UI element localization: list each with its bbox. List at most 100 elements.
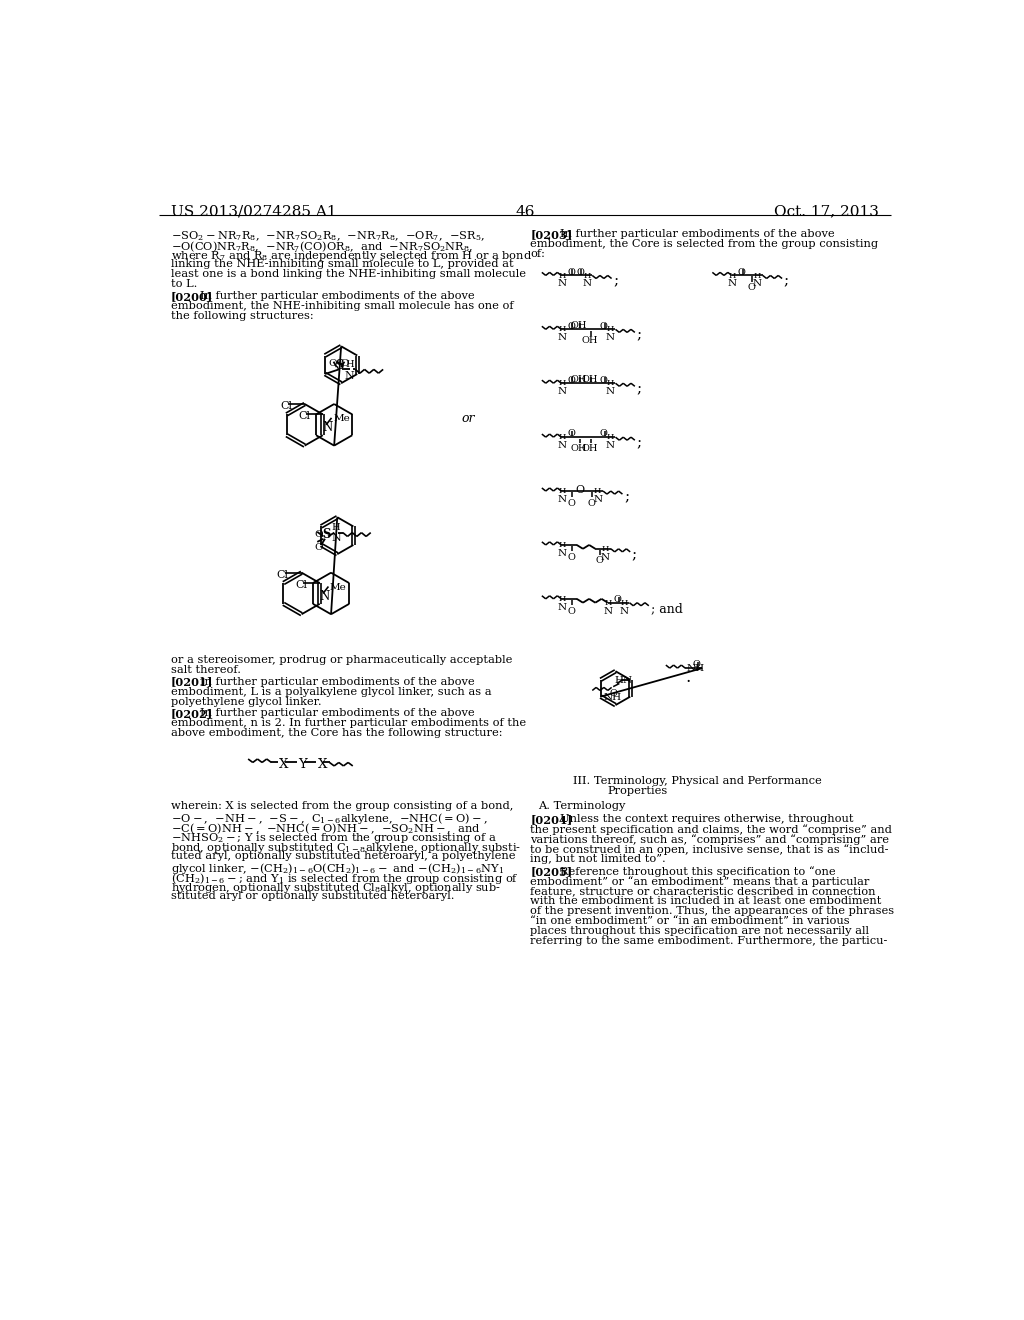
Text: N: N: [605, 387, 614, 396]
Text: O: O: [341, 359, 349, 367]
Text: of the present invention. Thus, the appearances of the phrases: of the present invention. Thus, the appe…: [530, 906, 894, 916]
Text: wherein: X is selected from the group consisting of a bond,: wherein: X is selected from the group co…: [171, 801, 513, 812]
Text: where $\mathdefault{R_7}$ and $\mathdefault{R_8}$ are independently selected fro: where $\mathdefault{R_7}$ and $\mathdefa…: [171, 249, 531, 263]
Text: Me: Me: [330, 582, 347, 591]
Text: embodiment, the NHE-inhibiting small molecule has one of: embodiment, the NHE-inhibiting small mol…: [171, 301, 513, 310]
Text: salt thereof.: salt thereof.: [171, 665, 241, 675]
Text: S: S: [336, 359, 344, 372]
Text: places throughout this specification are not necessarily all: places throughout this specification are…: [530, 927, 869, 936]
Text: Cl: Cl: [280, 401, 292, 411]
Text: Y: Y: [299, 758, 307, 771]
Text: N: N: [601, 553, 610, 561]
Text: O: O: [567, 499, 575, 508]
Text: Me: Me: [333, 414, 350, 422]
Text: variations thereof, such as, “comprises” and “comprising” are: variations thereof, such as, “comprises”…: [530, 834, 889, 845]
Text: O: O: [567, 376, 575, 384]
Text: H: H: [558, 541, 565, 549]
Text: N: N: [557, 441, 566, 450]
Text: In further particular embodiments of the above: In further particular embodiments of the…: [200, 708, 475, 718]
Text: O: O: [748, 284, 755, 292]
Text: N: N: [557, 387, 566, 396]
Text: O: O: [567, 429, 575, 438]
Text: N: N: [604, 607, 613, 615]
Text: H: H: [606, 326, 613, 334]
Text: hydrogen, optionally substituted $\mathdefault{Cl_8}$alkyl, optionally sub-: hydrogen, optionally substituted $\mathd…: [171, 882, 501, 895]
Text: O: O: [600, 322, 608, 330]
Text: N: N: [319, 590, 330, 603]
Text: ing, but not limited to”.: ing, but not limited to”.: [530, 854, 666, 865]
Text: OH: OH: [570, 444, 588, 453]
Text: O: O: [575, 484, 585, 495]
Text: N: N: [345, 371, 354, 381]
Text: N: N: [557, 603, 566, 611]
Text: H: H: [332, 524, 340, 532]
Text: [0201]: [0201]: [171, 677, 213, 688]
Text: embodiment, L is a polyalkylene glycol linker, such as a: embodiment, L is a polyalkylene glycol l…: [171, 686, 492, 697]
Text: [0200]: [0200]: [171, 290, 213, 302]
Text: O: O: [738, 268, 745, 277]
Text: [0205]: [0205]: [530, 866, 572, 876]
Text: $\mathdefault{-O(CO)NR_7R_8}$,  $\mathdefault{-NR_7(CO)OR_8}$,  and  $\mathdefau: $\mathdefault{-O(CO)NR_7R_8}$, $\mathdef…: [171, 239, 473, 253]
Text: ;: ;: [624, 490, 629, 504]
Text: N: N: [557, 549, 566, 558]
Text: O: O: [567, 322, 575, 330]
Text: glycol linker, $\mathdefault{-(CH_2)_{1-6}O(CH_2)_{1-6}-}$ and $\mathdefault{-(C: glycol linker, $\mathdefault{-(CH_2)_{1-…: [171, 862, 504, 876]
Text: O: O: [329, 359, 337, 367]
Text: N: N: [620, 607, 629, 615]
Text: $\mathdefault{(CH_2)_{1-6}-}$; and $\mathdefault{Y_1}$ is selected from the grou: $\mathdefault{(CH_2)_{1-6}-}$; and $\mat…: [171, 871, 518, 887]
Text: O: O: [693, 660, 700, 669]
Text: O: O: [613, 595, 622, 605]
Text: ;: ;: [636, 383, 641, 396]
Text: the following structures:: the following structures:: [171, 312, 313, 321]
Text: H: H: [594, 487, 601, 495]
Text: O: O: [314, 543, 323, 552]
Text: embodiment, n is 2. In further particular embodiments of the: embodiment, n is 2. In further particula…: [171, 718, 525, 729]
Text: N: N: [557, 333, 566, 342]
Text: embodiment” or “an embodiment” means that a particular: embodiment” or “an embodiment” means tha…: [530, 876, 869, 887]
Text: Unless the context requires otherwise, throughout: Unless the context requires otherwise, t…: [560, 814, 853, 825]
Text: O: O: [567, 607, 575, 615]
Text: H: H: [606, 433, 613, 441]
Text: O: O: [567, 553, 575, 561]
Text: O: O: [577, 268, 585, 277]
Text: HN: HN: [614, 676, 633, 685]
Text: $\mathdefault{-C(=O)NH-}$,  $\mathdefault{-NHC(=O)NH-}$,  $\mathdefault{-SO_2NH-: $\mathdefault{-C(=O)NH-}$, $\mathdefault…: [171, 821, 480, 836]
Text: H: H: [558, 326, 565, 334]
Text: OH: OH: [582, 337, 598, 346]
Text: tuted aryl, optionally substituted heteroaryl, a polyethylene: tuted aryl, optionally substituted heter…: [171, 851, 515, 862]
Text: ;: ;: [613, 275, 618, 289]
Text: H: H: [345, 360, 354, 370]
Text: OH: OH: [582, 375, 598, 384]
Text: H: H: [754, 272, 761, 280]
Text: III. Terminology, Physical and Performance: III. Terminology, Physical and Performan…: [572, 776, 821, 785]
Text: Cl: Cl: [276, 570, 289, 579]
Text: In further particular embodiments of the above: In further particular embodiments of the…: [200, 290, 475, 301]
Text: X: X: [317, 758, 328, 771]
Text: O: O: [588, 499, 595, 508]
Text: ;: ;: [636, 437, 641, 450]
Text: feature, structure or characteristic described in connection: feature, structure or characteristic des…: [530, 886, 876, 896]
Text: or: or: [461, 412, 475, 425]
Text: “in one embodiment” or “in an embodiment” in various: “in one embodiment” or “in an embodiment…: [530, 916, 850, 927]
Text: H: H: [558, 595, 565, 603]
Text: bond, optionally substituted $\mathdefault{C_{1-8}}$alkylene, optionally substi-: bond, optionally substituted $\mathdefau…: [171, 841, 520, 855]
Text: OH: OH: [570, 321, 588, 330]
Text: N: N: [583, 280, 592, 288]
Text: H: H: [558, 272, 565, 280]
Text: OH: OH: [570, 375, 588, 384]
Text: N: N: [557, 280, 566, 288]
Text: N: N: [323, 421, 333, 434]
Text: 46: 46: [515, 205, 535, 219]
Text: H: H: [558, 487, 565, 495]
Text: [0202]: [0202]: [171, 708, 213, 719]
Text: OH: OH: [582, 444, 598, 453]
Text: H: H: [621, 599, 628, 607]
Text: embodiment, the Core is selected from the group consisting: embodiment, the Core is selected from th…: [530, 239, 879, 249]
Text: .: .: [685, 669, 690, 686]
Text: $\mathdefault{-O-}$,  $\mathdefault{-NH-}$,  $\mathdefault{-S-}$,  $\mathdefault: $\mathdefault{-O-}$, $\mathdefault{-NH-}…: [171, 812, 487, 826]
Text: H: H: [729, 272, 736, 280]
Text: ;: ;: [632, 548, 637, 562]
Text: H: H: [558, 379, 565, 387]
Text: N: N: [331, 533, 341, 544]
Text: to L.: to L.: [171, 280, 197, 289]
